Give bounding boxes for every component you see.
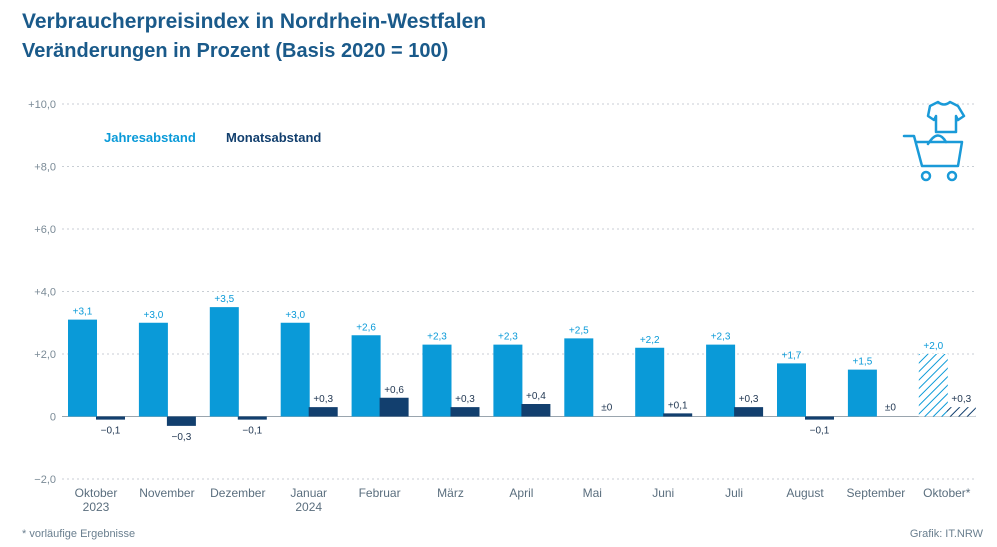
data-label-jahresabstand: +1,7 <box>782 350 802 361</box>
bar-jahresabstand <box>847 369 877 417</box>
bar-monatsabstand <box>946 407 976 417</box>
data-label-monatsabstand: −0,1 <box>810 426 830 437</box>
data-label-monatsabstand: +0,3 <box>951 394 971 405</box>
x-category-label: Februar <box>359 486 401 500</box>
data-label-monatsabstand: +0,4 <box>526 391 546 402</box>
chart-subtitle: Veränderungen in Prozent (Basis 2020 = 1… <box>22 40 449 62</box>
y-tick-label: 0 <box>50 412 56 424</box>
bar-monatsabstand <box>450 407 480 417</box>
source-credit: Grafik: IT.NRW <box>909 528 983 540</box>
y-tick-label: +4,0 <box>34 287 56 299</box>
data-label-monatsabstand: +0,3 <box>739 394 759 405</box>
x-category-label: Oktober* <box>923 486 971 500</box>
data-label-jahresabstand: +2,3 <box>711 332 731 343</box>
y-tick-label: −2,0 <box>34 474 56 486</box>
data-label-jahresabstand: +2,5 <box>569 325 589 336</box>
chart-title: Verbraucherpreisindex in Nordrhein-Westf… <box>22 10 487 33</box>
data-label-jahresabstand: +2,0 <box>923 341 943 352</box>
x-category-label: September <box>847 486 906 500</box>
bar-jahresabstand <box>493 344 523 417</box>
x-category-label: Oktober 2023 <box>75 486 118 514</box>
data-label-monatsabstand: ±0 <box>885 403 896 414</box>
bar-monatsabstand <box>379 397 409 417</box>
bar-monatsabstand <box>663 413 693 417</box>
footnote: * vorläufige Ergebnisse <box>22 528 136 540</box>
y-tick-label: +8,0 <box>34 162 56 174</box>
y-tick-label: +10,0 <box>28 99 56 111</box>
x-category-label: Mai <box>583 486 602 500</box>
data-label-jahresabstand: +3,0 <box>144 310 164 321</box>
x-category-label: Juni <box>652 486 674 500</box>
bar-jahresabstand <box>351 335 381 417</box>
y-tick-label: +6,0 <box>34 224 56 236</box>
legend-monatsabstand: Monatsabstand <box>226 130 321 145</box>
data-label-monatsabstand: +0,1 <box>668 400 688 411</box>
data-label-jahresabstand: +2,3 <box>427 332 447 343</box>
bar-jahresabstand <box>280 322 310 417</box>
y-tick-label: +2,0 <box>34 349 56 361</box>
data-label-jahresabstand: +3,1 <box>73 307 93 318</box>
bar-monatsabstand <box>308 407 338 417</box>
data-label-jahresabstand: +1,5 <box>853 357 873 368</box>
bar-monatsabstand <box>96 416 125 420</box>
bar-monatsabstand <box>166 416 196 426</box>
bar-jahresabstand <box>564 338 594 417</box>
data-label-jahresabstand: +2,6 <box>356 322 376 333</box>
data-label-jahresabstand: +2,3 <box>498 332 518 343</box>
data-label-jahresabstand: +3,5 <box>214 294 234 305</box>
legend-jahresabstand: Jahresabstand <box>104 130 196 145</box>
bar-monatsabstand <box>805 416 834 420</box>
data-label-jahresabstand: +3,0 <box>285 310 305 321</box>
data-label-monatsabstand: −0,1 <box>101 426 121 437</box>
x-category-label: April <box>509 486 533 500</box>
bar-jahresabstand <box>777 363 806 417</box>
x-category-label: Januar 2024 <box>290 486 327 514</box>
x-category-label: Juli <box>725 486 743 500</box>
data-label-monatsabstand: +0,6 <box>384 385 404 396</box>
bar-jahresabstand <box>68 319 97 417</box>
data-label-monatsabstand: −0,1 <box>242 426 262 437</box>
data-label-monatsabstand: +0,3 <box>455 394 475 405</box>
x-category-label: August <box>786 486 824 500</box>
bar-monatsabstand <box>521 404 551 417</box>
data-label-monatsabstand: ±0 <box>601 403 612 414</box>
x-category-label: März <box>437 486 464 500</box>
x-category-label: Dezember <box>210 486 265 500</box>
bar-jahresabstand <box>635 347 665 417</box>
shopping-cart-with-clothes-icon <box>900 98 980 193</box>
bar-jahresabstand <box>422 344 452 417</box>
bar-jahresabstand <box>209 307 239 417</box>
bar-jahresabstand <box>706 344 736 417</box>
data-label-monatsabstand: −0,3 <box>172 432 192 443</box>
bar-monatsabstand <box>734 407 764 417</box>
bar-jahresabstand <box>138 322 168 417</box>
bar-jahresabstand <box>918 354 948 417</box>
x-category-label: November <box>139 486 194 500</box>
data-label-jahresabstand: +2,2 <box>640 335 660 346</box>
bar-monatsabstand <box>237 416 267 420</box>
data-label-monatsabstand: +0,3 <box>313 394 333 405</box>
